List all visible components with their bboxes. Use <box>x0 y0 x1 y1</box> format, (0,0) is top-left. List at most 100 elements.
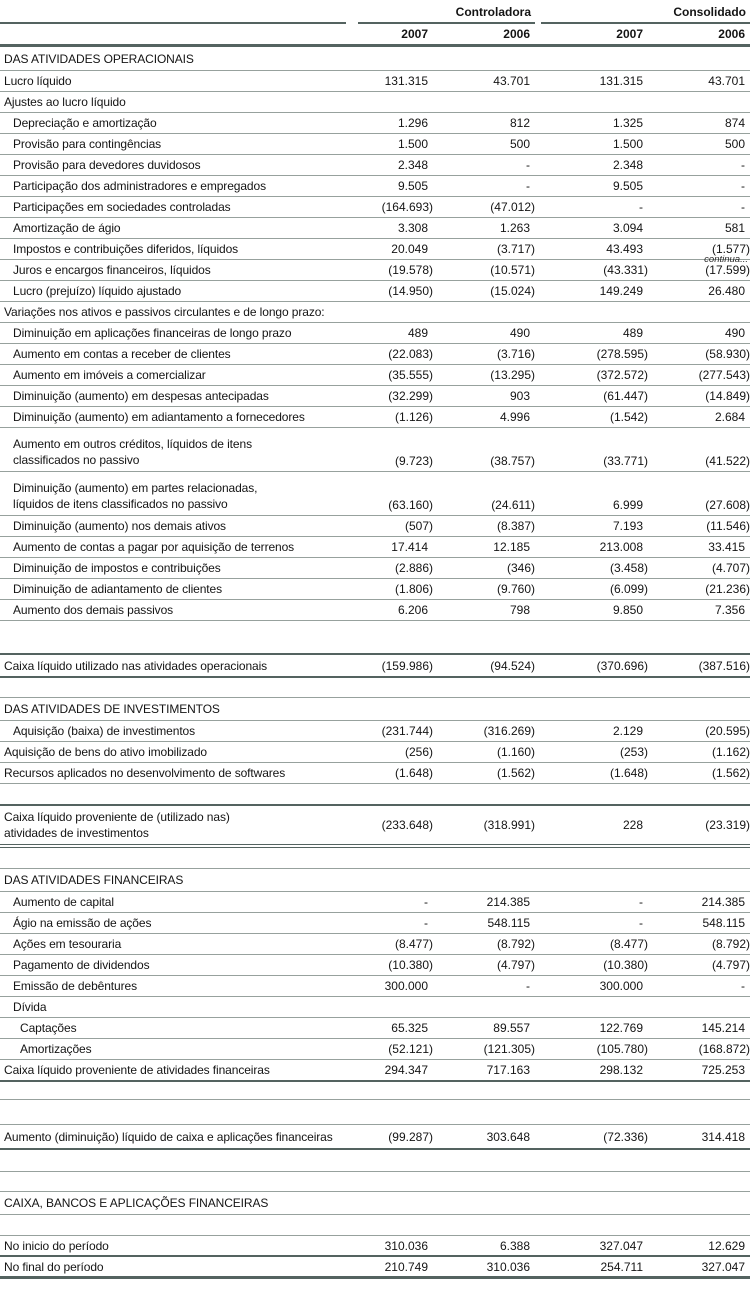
value-cell: (164.693) <box>381 200 433 214</box>
value-cell: 3.308 <box>397 221 428 235</box>
row-label: Dívida <box>13 1000 47 1014</box>
table-row: Aquisição (baixa) de investimentos (231.7… <box>0 721 750 742</box>
value-cell: (1.562) <box>711 766 750 780</box>
table-row: Diminuição (aumento) em despesas antecip… <box>0 386 750 407</box>
value-cell: 314.418 <box>701 1129 745 1144</box>
value-cell: 4.996 <box>499 410 530 424</box>
row-label: Caixa líquido proveniente de (utilizado … <box>4 810 230 840</box>
value-cell: (63.160) <box>388 498 433 512</box>
row-label: Depreciação e amortização <box>13 116 157 130</box>
value-cell: 717.163 <box>486 1063 530 1077</box>
value-cell: 149.249 <box>599 284 643 298</box>
row-label: Pagamento de dividendos <box>13 958 150 972</box>
value-cell: 310.036 <box>486 1259 530 1274</box>
value-cell: (19.578) <box>388 263 433 277</box>
value-cell: 6.388 <box>499 1238 530 1253</box>
group-header-controladora: Controladora <box>358 2 535 24</box>
value-cell: 310.036 <box>384 1238 428 1253</box>
year-header: 2006 <box>503 27 530 41</box>
table-row: Aumento em contas a receber de clientes (… <box>0 344 750 365</box>
row-label: Aumento em imóveis a comercializar <box>13 368 206 382</box>
row-label: Participações em sociedades controladas <box>13 200 231 214</box>
value-cell: (256) <box>404 745 433 759</box>
value-cell: 500 <box>724 137 745 151</box>
row-label: Ações em tesouraria <box>13 937 122 951</box>
table-body: DAS ATIVIDADES OPERACIONAIS Lucro líquido… <box>0 47 750 1279</box>
table-row: No final do período 210.749 310.036 254.711… <box>0 1257 750 1279</box>
row-label: Ágio na emissão de ações <box>13 916 152 930</box>
row-label: Provisão para contingências <box>13 137 162 151</box>
row-label: Emissão de debêntures <box>13 979 137 993</box>
value-cell: 214.385 <box>486 895 530 909</box>
value-cell: 214.385 <box>701 895 745 909</box>
value-cell: 298.132 <box>599 1063 643 1077</box>
table-row: DAS ATIVIDADES DE INVESTIMENTOS <box>0 697 750 721</box>
value-cell: (2.886) <box>394 561 433 575</box>
value-cell: 6.999 <box>612 498 643 512</box>
row-label: Aumento de capital <box>13 895 114 909</box>
value-cell: 725.253 <box>701 1063 745 1077</box>
value-cell: - <box>639 200 643 214</box>
value-cell: 1.263 <box>499 221 530 235</box>
value-cell: (10.380) <box>603 958 648 972</box>
table-row: Ajustes ao lucro líquido <box>0 92 750 113</box>
value-cell: 12.185 <box>493 540 530 554</box>
row-label: Variações nos ativos e passivos circulan… <box>4 305 325 319</box>
table-row: Aquisição de bens do ativo imobilizado (2… <box>0 742 750 763</box>
value-cell: (10.380) <box>388 958 433 972</box>
value-cell: (253) <box>619 745 648 759</box>
row-label: Lucro (prejuízo) líquido ajustado <box>13 284 182 298</box>
row-label: Aumento dos demais passivos <box>13 603 174 617</box>
row-label: No inicio do período <box>4 1238 109 1253</box>
spacer <box>0 784 750 804</box>
value-cell: 2.684 <box>714 410 745 424</box>
value-cell: 903 <box>509 389 530 403</box>
value-cell: (20.595) <box>705 724 750 738</box>
value-cell: (24.611) <box>491 498 535 512</box>
table-row: Amortização de ágio 3.308 1.263 3.094 581 <box>0 218 750 239</box>
value-cell: 1.500 <box>397 137 428 151</box>
row-label: Amortização de ágio <box>13 221 121 235</box>
value-cell: 33.415 <box>708 540 745 554</box>
value-cell: (10.571) <box>490 263 535 277</box>
value-cell: 300.000 <box>384 979 428 993</box>
row-label: Caixa líquido utilizado nas atividades o… <box>4 658 268 673</box>
value-cell: (346) <box>506 561 535 575</box>
table-row: Pagamento de dividendos (10.380) (4.797) (1… <box>0 955 750 976</box>
horizontal-rule <box>0 1099 750 1100</box>
value-cell: (14.849) <box>705 389 750 403</box>
row-label: Lucro líquido <box>4 74 72 88</box>
value-cell: (1.648) <box>394 766 433 780</box>
value-cell: (14.950) <box>388 284 433 298</box>
value-cell: - <box>741 158 745 172</box>
spacer <box>0 1150 750 1171</box>
value-cell: (1.160) <box>496 745 535 759</box>
spacer <box>0 1215 750 1235</box>
value-cell: - <box>741 200 745 214</box>
value-cell: - <box>526 158 530 172</box>
row-label: No final do período <box>4 1259 104 1274</box>
row-label: Amortizações <box>20 1042 92 1056</box>
table-row: Aumento de contas a pagar por aquisição … <box>0 537 750 558</box>
column-group-header: Controladora Consolidado <box>0 2 750 24</box>
year-header-row: 2007 2006 2007 2006 <box>0 24 750 47</box>
value-cell: (278.595) <box>596 347 648 361</box>
value-cell: (1.126) <box>394 410 433 424</box>
value-cell: 7.356 <box>714 603 745 617</box>
value-cell: (8.387) <box>496 519 535 533</box>
spacer <box>0 678 750 697</box>
value-cell: 548.115 <box>487 916 531 930</box>
year-header: 2006 <box>718 27 745 41</box>
table-row: Ações em tesouraria (8.477) (8.792) (8.477)… <box>0 934 750 955</box>
table-row: Participação dos administradores e empre… <box>0 176 750 197</box>
table-row: Diminuição em aplicações financeiras de … <box>0 323 750 344</box>
value-cell: (277.543) <box>698 368 750 382</box>
value-cell: (105.780) <box>596 1042 648 1056</box>
table-row: Diminuição de adiantamento de clientes (1… <box>0 579 750 600</box>
spacer <box>0 1082 750 1099</box>
row-label: Recursos aplicados no desenvolvimento de… <box>4 766 286 780</box>
value-cell: (58.930) <box>705 347 750 361</box>
value-cell: 9.850 <box>612 603 643 617</box>
row-label: DAS ATIVIDADES DE INVESTIMENTOS <box>4 702 220 716</box>
value-cell: 43.701 <box>708 74 745 88</box>
